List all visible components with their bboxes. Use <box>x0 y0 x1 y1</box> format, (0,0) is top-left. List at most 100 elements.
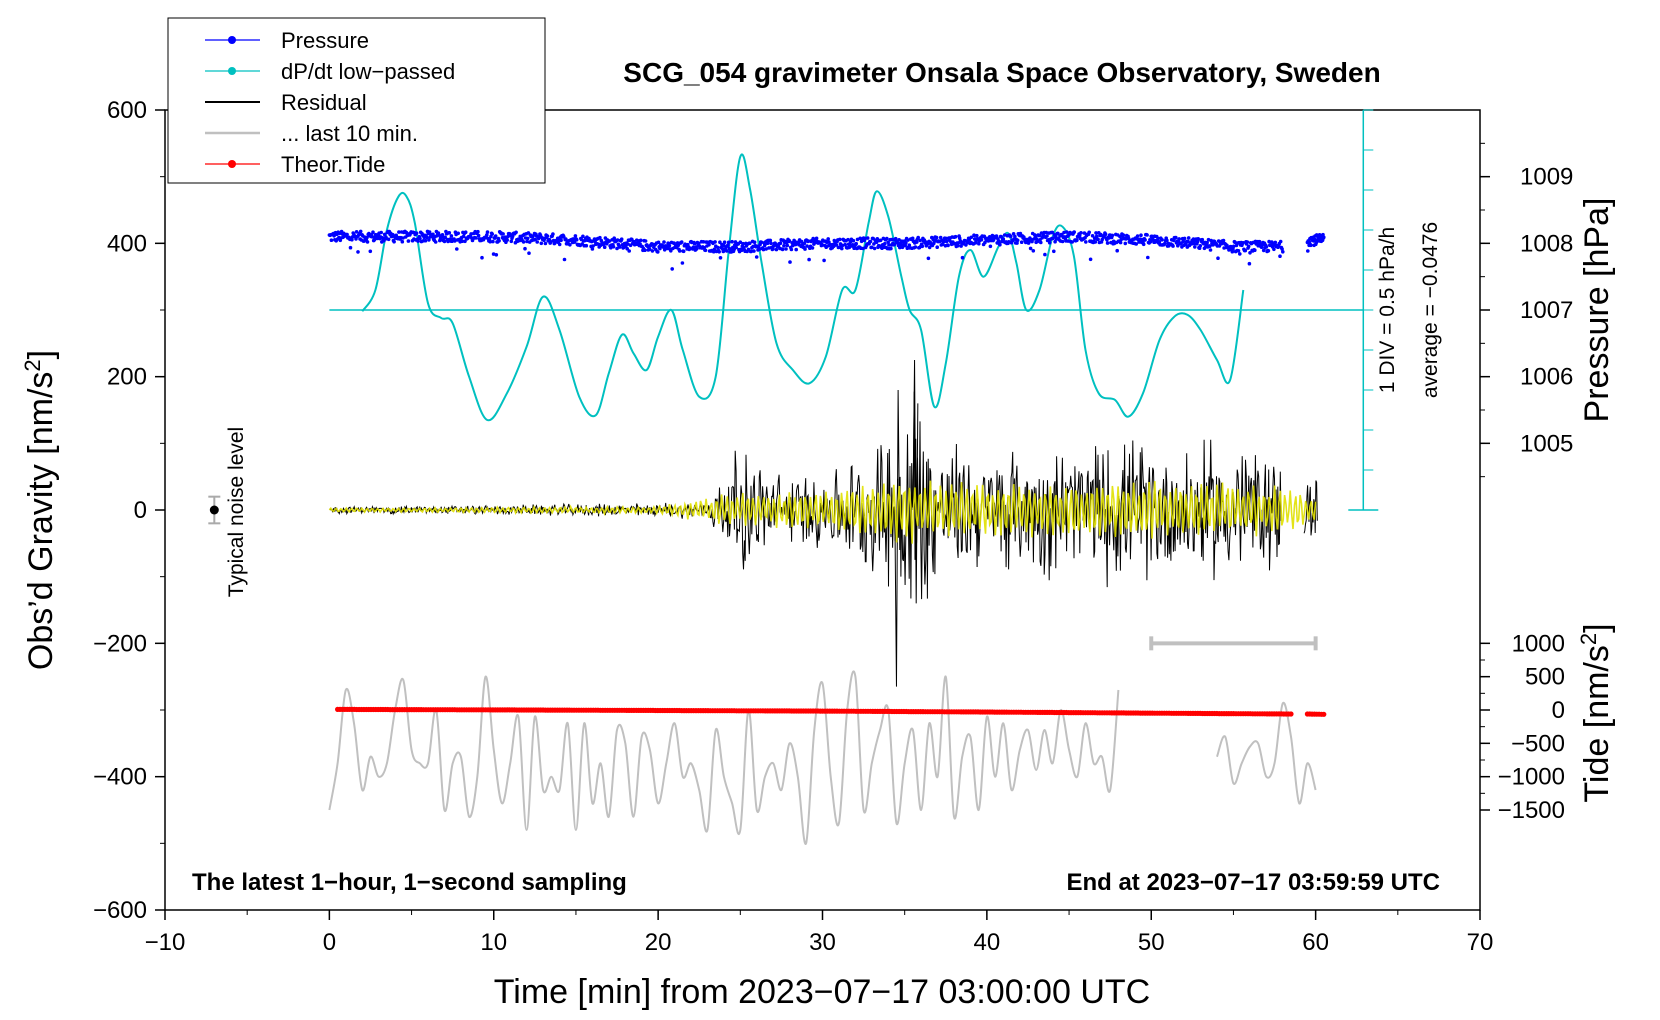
tide-tick-label: 500 <box>1525 664 1565 691</box>
pressure-dot <box>718 240 722 244</box>
y-tick-label: −400 <box>93 764 147 791</box>
pressure-dot <box>505 238 510 242</box>
pressure-dot <box>913 245 918 249</box>
pressure-dot <box>1272 247 1276 252</box>
pressure-dot <box>861 246 865 251</box>
legend-marker-pressure <box>228 36 236 44</box>
pressure-dot <box>1079 231 1083 235</box>
pressure-dot <box>763 243 767 247</box>
pressure-dot <box>493 234 498 238</box>
pressure-dot <box>365 235 369 240</box>
pressure-dot <box>918 238 922 243</box>
pressure-dot <box>920 244 925 249</box>
tick-labels: −10 0 10 20 30 40 50 60 70 −600 −400 −200 0 200 400 600… <box>93 97 1573 956</box>
pressure-dot <box>416 239 420 243</box>
pressure-dot <box>1007 240 1011 244</box>
pressure-dot <box>1077 234 1082 238</box>
last10-series-line <box>328 670 1120 845</box>
pressure-dot <box>480 255 484 260</box>
pressure-dot <box>1248 251 1252 255</box>
pressure-dot <box>539 241 544 246</box>
pressure-dot <box>738 240 743 244</box>
pressure-dot <box>549 240 553 244</box>
y-axis-title-left-close: ] <box>22 350 60 359</box>
pressure-dot <box>564 237 568 241</box>
pressure-dot <box>904 241 908 245</box>
pressure-dot <box>998 242 1002 247</box>
pressure-dot <box>960 255 965 260</box>
pressure-dot <box>627 249 631 253</box>
pressure-dot <box>890 237 895 242</box>
pressure-dot <box>497 239 501 243</box>
pressure-dot <box>680 261 685 265</box>
pressure-dot <box>1233 240 1237 244</box>
pressure-dot <box>822 258 826 263</box>
pressure-dot <box>1181 239 1186 244</box>
pressure-dot <box>348 245 353 250</box>
pressure-dot <box>1241 241 1245 245</box>
pressure-dot <box>878 238 883 243</box>
pressure-dot <box>1103 232 1108 237</box>
pressure-dot <box>694 247 699 251</box>
x-tick-label: 0 <box>323 929 336 956</box>
pressure-dot <box>1075 238 1079 243</box>
pressure-dot <box>1013 234 1017 239</box>
pressure-dot <box>872 242 876 246</box>
y-tick-label: −600 <box>93 897 147 924</box>
dpdt-series-line <box>361 153 1245 422</box>
pressure-dot <box>959 244 963 248</box>
pressure-dot <box>886 240 890 244</box>
pressure-dot <box>988 244 993 249</box>
tide-tick-label: 1000 <box>1512 630 1565 657</box>
pressure-dot <box>1053 239 1057 244</box>
pressure-dot <box>1270 240 1274 244</box>
x-tick-label: 70 <box>1467 929 1494 956</box>
pressure-dot <box>1039 240 1043 245</box>
pressure-dot <box>1273 240 1278 245</box>
noise-level-label: Typical noise level <box>225 427 248 597</box>
pressure-dot <box>934 235 939 240</box>
pressure-dot <box>903 243 907 248</box>
pressure-tick-label: 1009 <box>1520 164 1573 191</box>
pressure-dot <box>584 243 589 248</box>
tide-tick-label: 0 <box>1552 697 1565 724</box>
pressure-dot <box>581 234 585 239</box>
pressure-dot <box>1002 233 1007 237</box>
pressure-dot <box>1189 242 1194 246</box>
pressure-dot <box>1267 239 1271 244</box>
scale-bar-average-label: average = −0.0476 <box>1419 222 1442 398</box>
pressure-dot <box>612 236 616 240</box>
pressure-dot <box>535 240 539 244</box>
last10-series-line <box>1216 701 1317 805</box>
pressure-dot <box>650 249 655 253</box>
pressure-tick-label: 1008 <box>1520 230 1573 257</box>
pressure-dot <box>1206 237 1211 242</box>
pressure-dot <box>765 241 770 245</box>
pressure-dot <box>427 238 431 242</box>
pressure-dot <box>474 236 478 240</box>
pressure-dot <box>591 244 595 248</box>
pressure-dot <box>672 241 676 245</box>
y-tick-label: 400 <box>107 230 147 257</box>
pressure-dot <box>701 240 706 244</box>
pressure-dot <box>639 238 643 243</box>
pressure-dot <box>679 240 684 244</box>
pressure-dot <box>1030 239 1034 244</box>
pressure-dot <box>1322 235 1326 240</box>
pressure-dot <box>1231 244 1236 249</box>
pressure-dot <box>1253 248 1257 252</box>
pressure-dot <box>379 230 384 235</box>
pressure-dot <box>847 245 852 250</box>
pressure-dot <box>1060 239 1065 244</box>
pressure-dot <box>1306 249 1310 253</box>
pressure-dot <box>1184 242 1188 247</box>
tide-dot <box>1288 711 1294 717</box>
pressure-dot <box>414 231 419 235</box>
pressure-dot <box>946 243 950 248</box>
pressure-dot <box>754 255 759 259</box>
pressure-dot <box>1001 237 1006 241</box>
pressure-dot <box>846 237 850 242</box>
pressure-dot <box>1156 236 1160 241</box>
pressure-dot <box>418 236 422 241</box>
pressure-dot <box>350 237 354 242</box>
